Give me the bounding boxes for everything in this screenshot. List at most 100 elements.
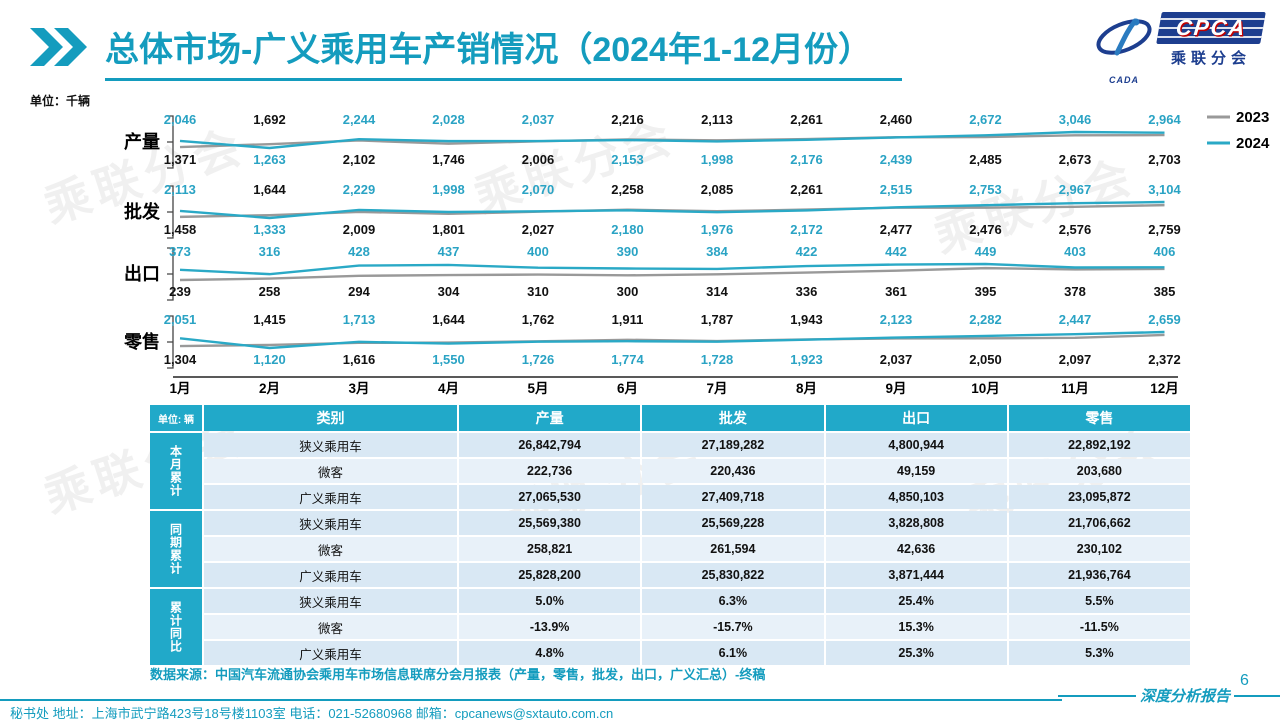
data-label-2023: 1,692: [253, 112, 286, 127]
x-axis-label: 1月: [169, 381, 190, 396]
data-label-2023: 300: [617, 284, 639, 299]
table-row: 微客 258,821 261,594 42,636 230,102: [204, 537, 1190, 561]
table-cell-value: 26,842,794: [459, 433, 641, 457]
data-label-2023: 2,006: [522, 152, 555, 167]
table-cell-value: 258,821: [459, 537, 641, 561]
table-cell-value: 220,436: [642, 459, 824, 483]
data-label-2024: 2,515: [880, 182, 913, 197]
data-label-2024: 316: [259, 244, 281, 259]
data-label-2024: 437: [438, 244, 460, 259]
double-chevron-icon: [30, 28, 87, 66]
data-label-2024: 406: [1154, 244, 1176, 259]
table-cell-value: -15.7%: [642, 615, 824, 639]
x-axis-label: 11月: [1061, 381, 1089, 396]
data-label-2023: 2,477: [880, 222, 913, 237]
series-line-2024: [179, 262, 1165, 276]
data-label-2023: 1,458: [164, 222, 197, 237]
table-cell-value: 22,892,192: [1008, 433, 1190, 457]
cpca-logo-box: CPCA: [1156, 12, 1266, 44]
cpca-acronym: CPCA: [1174, 15, 1248, 40]
logo-subtitle: 乘联分会: [1170, 50, 1251, 67]
data-label-2023: 304: [438, 284, 460, 299]
table-cell-value: -13.9%: [459, 615, 641, 639]
x-axis-label: 6月: [617, 381, 638, 396]
table-cell-value: 25,830,822: [642, 563, 824, 587]
page-number: 6: [1240, 672, 1249, 689]
table-group: 累计同比 狭义乘用车 5.0% 6.3% 25.4% 5.5% 微客 -13.9% -15.7%…: [150, 589, 1190, 665]
data-label-2023: 2,703: [1148, 152, 1181, 167]
data-label-2024: 400: [527, 244, 549, 259]
series-line-2023: [179, 266, 1165, 282]
data-label-2023: 2,485: [969, 152, 1002, 167]
data-label-2024: 1,774: [611, 352, 644, 367]
cpca-logo: CADA CPCA 乘联分会: [1093, 12, 1273, 85]
data-label-2023: 2,759: [1148, 222, 1181, 237]
divider: [1058, 694, 1136, 697]
cada-swoosh-icon: [1096, 18, 1152, 56]
table-cell-category: 微客: [204, 459, 457, 483]
table-group-rows: 狭义乘用车 25,569,380 25,569,228 3,828,808 21,706…: [204, 511, 1190, 587]
data-label-2023: 2,027: [522, 222, 555, 237]
data-label-2024: 2,028: [432, 112, 465, 127]
table-group-rows: 狭义乘用车 5.0% 6.3% 25.4% 5.5% 微客 -13.9% -15.7% 15.3…: [204, 589, 1190, 665]
data-label-2024: 1,713: [343, 312, 376, 327]
data-label-2024: 1,726: [522, 352, 555, 367]
data-label-2023: 2,097: [1059, 352, 1092, 367]
data-label-2023: 1,304: [164, 352, 197, 367]
table-cell-value: 261,594: [642, 537, 824, 561]
data-label-2024: 2,964: [1148, 112, 1181, 127]
data-label-2024: 1,550: [432, 352, 465, 367]
table-group: 本月累计 狭义乘用车 26,842,794 27,189,282 4,800,944 22…: [150, 433, 1190, 509]
data-label-2023: 1,616: [343, 352, 376, 367]
table-cell-value: 230,102: [1008, 537, 1190, 561]
table-header-row: 单位: 辆类别 产量 批发 出口 零售: [150, 405, 1190, 431]
data-label-2023: 2,261: [790, 112, 823, 127]
data-label-2023: 2,372: [1148, 352, 1181, 367]
table-row: 广义乘用车 25,828,200 25,830,822 3,871,444 21,936…: [204, 563, 1190, 587]
data-label-2023: 1,415: [253, 312, 286, 327]
data-label-2023: 395: [975, 284, 997, 299]
page-title: 总体市场-广义乘用车产销情况（2024年1-12月份）: [105, 22, 903, 81]
data-label-2023: 310: [527, 284, 549, 299]
table-cell-value: 27,065,530: [459, 485, 641, 509]
data-label-2024: 1,998: [432, 182, 465, 197]
data-label-2024: 2,153: [611, 152, 644, 167]
chart-row-label: 出口: [124, 263, 160, 284]
x-axis-label: 9月: [885, 381, 906, 396]
contact-info: 秘书处 地址：上海市武宁路423号18号楼1103室 电话：021-526809…: [10, 706, 614, 720]
data-label-2024: 2,672: [969, 112, 1002, 127]
series-line-2024: [179, 200, 1165, 220]
data-label-2023: 1,911: [612, 312, 644, 327]
table-cell-category: 微客: [204, 615, 457, 639]
data-label-2024: 2,176: [790, 152, 823, 167]
data-label-2024: 2,070: [522, 182, 555, 197]
data-label-2024: 2,113: [164, 182, 196, 197]
data-label-2024: 2,046: [164, 112, 197, 127]
report-type-label: 深度分析报告: [1058, 685, 1280, 706]
table-cell-value: 203,680: [1008, 459, 1190, 483]
data-label-2023: 314: [706, 284, 728, 299]
data-label-2023: 2,102: [343, 152, 376, 167]
table-cell-category: 微客: [204, 537, 457, 561]
table-cell-value: 222,736: [459, 459, 641, 483]
data-label-2023: 2,113: [701, 112, 733, 127]
data-label-2024: 2,967: [1059, 182, 1092, 197]
data-label-2023: 385: [1154, 284, 1176, 299]
table-cell-value: 27,409,718: [642, 485, 824, 509]
report-type-text: 深度分析报告: [1140, 688, 1231, 705]
table-column-header: 产量: [459, 405, 641, 431]
table-cell-value: 6.3%: [642, 589, 824, 613]
data-label-2023: 294: [348, 284, 370, 299]
table-cell-value: 25,569,380: [459, 511, 641, 535]
table-column-header: 零售: [1008, 405, 1190, 431]
x-axis-label: 3月: [348, 381, 369, 396]
divider: [1234, 694, 1280, 697]
data-label-2024: 1,120: [253, 352, 286, 367]
axis-bracket: [167, 115, 174, 169]
cada-label: CADA: [1109, 75, 1139, 85]
data-label-2023: 239: [169, 284, 191, 299]
data-label-2024: 390: [617, 244, 639, 259]
data-label-2024: 2,180: [611, 222, 644, 237]
data-label-2024: 2,439: [880, 152, 913, 167]
